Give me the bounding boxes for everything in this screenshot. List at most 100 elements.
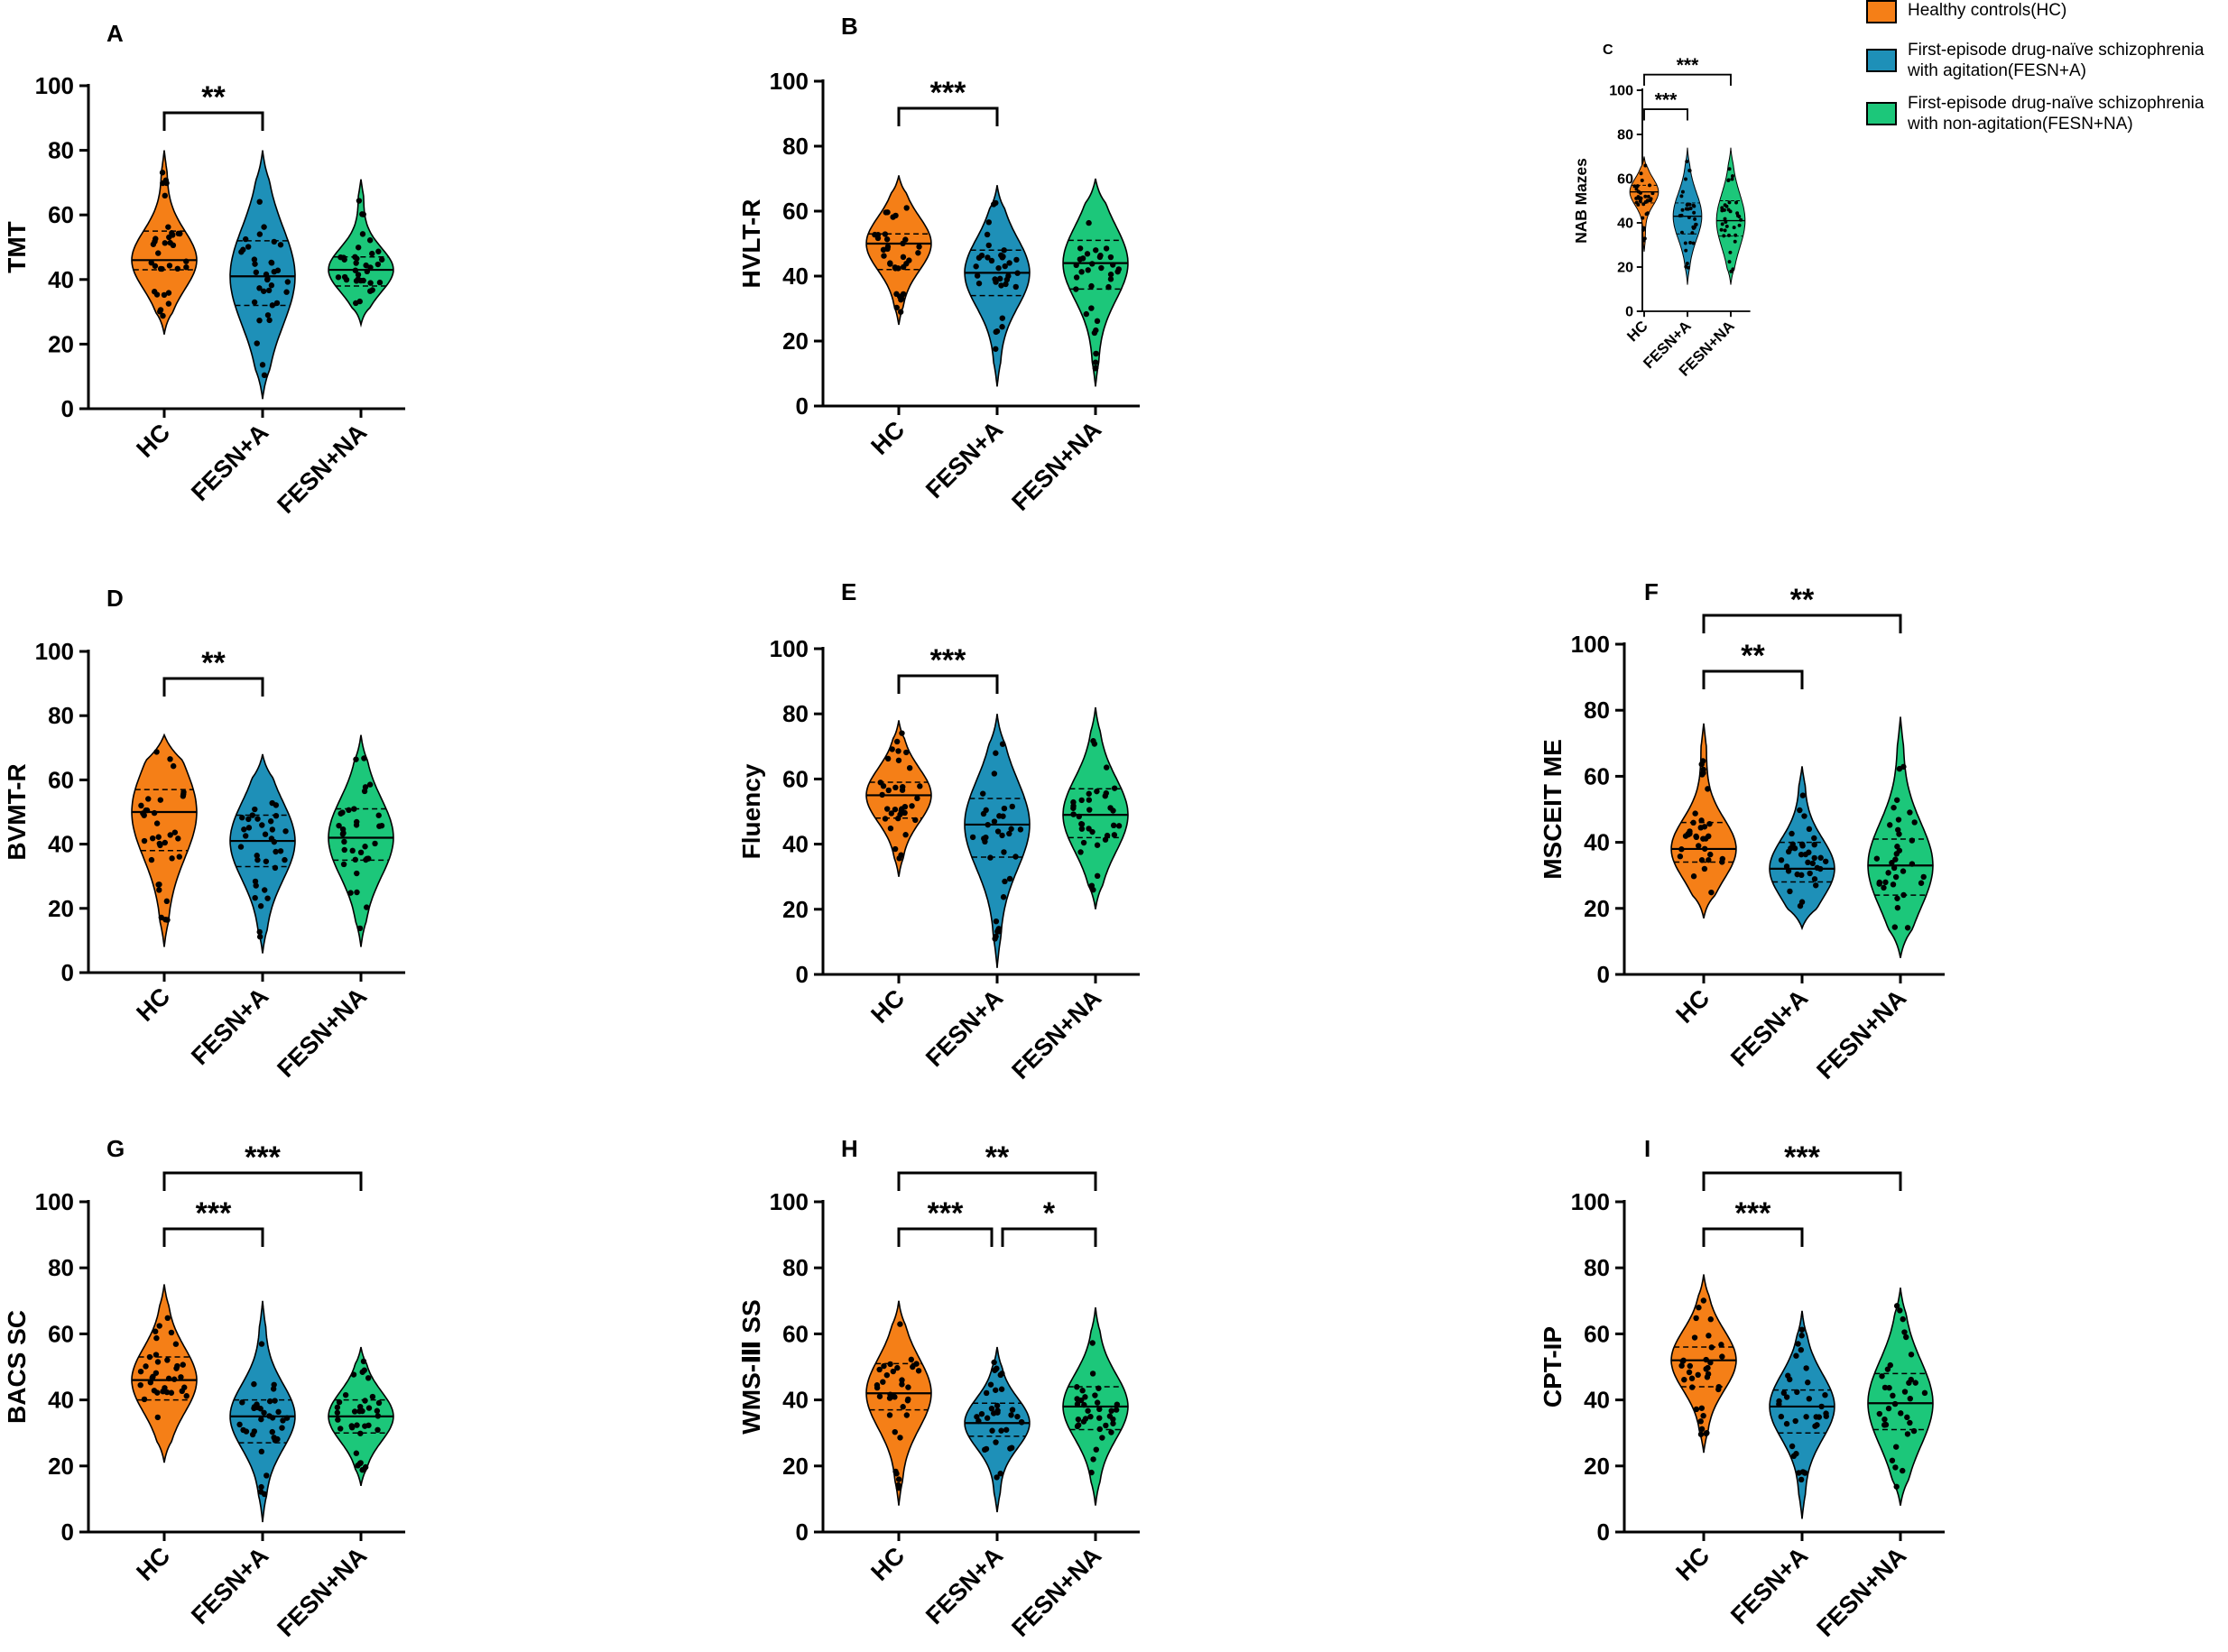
y-tick-label: 0 bbox=[1597, 961, 1610, 988]
data-point bbox=[874, 1382, 881, 1389]
data-point bbox=[1077, 849, 1084, 855]
data-point bbox=[987, 854, 994, 861]
y-tick-label: 60 bbox=[48, 766, 74, 793]
y-tick-label: 20 bbox=[782, 328, 809, 355]
data-point bbox=[1703, 1356, 1709, 1363]
data-point bbox=[1803, 1365, 1809, 1371]
data-point bbox=[360, 1358, 367, 1365]
violin-fesn-na bbox=[1867, 1287, 1934, 1506]
data-point bbox=[1688, 207, 1693, 210]
panel-label-d: D bbox=[106, 585, 124, 612]
data-point bbox=[994, 1409, 1001, 1416]
data-point bbox=[985, 254, 991, 261]
data-point bbox=[361, 755, 367, 761]
data-points bbox=[974, 1359, 1025, 1481]
data-point bbox=[1698, 857, 1706, 863]
data-point bbox=[1687, 169, 1692, 173]
data-point bbox=[1809, 860, 1816, 867]
data-point bbox=[1701, 845, 1708, 852]
data-point bbox=[884, 755, 892, 762]
violin-fesn-na bbox=[1062, 706, 1129, 909]
data-point bbox=[1014, 270, 1021, 276]
data-point bbox=[1876, 881, 1882, 887]
x-tick-label: FESN+NA bbox=[1006, 416, 1106, 516]
data-point bbox=[251, 299, 258, 306]
data-point bbox=[896, 855, 902, 862]
data-point bbox=[993, 346, 999, 352]
data-point bbox=[897, 811, 903, 817]
y-tick-label: 0 bbox=[1625, 304, 1633, 320]
data-point bbox=[153, 1370, 160, 1376]
data-point bbox=[162, 192, 168, 199]
data-point bbox=[1720, 222, 1724, 226]
data-point bbox=[1073, 286, 1079, 292]
data-point bbox=[1811, 854, 1817, 862]
y-tick-label: 0 bbox=[61, 959, 74, 986]
data-point bbox=[238, 249, 245, 255]
data-point bbox=[893, 1471, 900, 1477]
data-point bbox=[1892, 856, 1899, 863]
data-point bbox=[1719, 1353, 1725, 1360]
y-tick-label: 60 bbox=[782, 1320, 809, 1347]
significance-label: *** bbox=[930, 76, 966, 110]
data-point bbox=[1887, 1361, 1893, 1369]
y-tick-label: 100 bbox=[1571, 1188, 1610, 1215]
data-point bbox=[342, 1391, 349, 1398]
data-point bbox=[993, 750, 999, 756]
y-tick-label: 20 bbox=[782, 896, 809, 923]
data-point bbox=[141, 837, 148, 844]
data-point bbox=[915, 1368, 922, 1374]
data-point bbox=[984, 231, 991, 238]
data-point bbox=[1089, 261, 1096, 267]
data-point bbox=[899, 806, 905, 812]
data-point bbox=[1907, 1395, 1913, 1402]
data-point bbox=[362, 844, 368, 850]
data-point bbox=[156, 1323, 162, 1329]
data-point bbox=[988, 1405, 995, 1412]
data-point bbox=[1078, 797, 1085, 804]
data-point bbox=[1798, 1326, 1806, 1333]
panel-label-a: A bbox=[106, 20, 124, 47]
significance-bracket bbox=[1702, 669, 1804, 689]
data-point bbox=[372, 840, 378, 847]
data-point bbox=[892, 845, 899, 853]
data-point bbox=[268, 282, 275, 289]
data-points bbox=[1876, 1303, 1928, 1490]
data-point bbox=[1089, 1371, 1096, 1377]
data-point bbox=[1733, 239, 1737, 244]
data-point bbox=[364, 268, 371, 275]
data-point bbox=[1092, 1392, 1098, 1398]
legend-swatch-fesn-a bbox=[1866, 49, 1897, 72]
data-point bbox=[351, 806, 357, 812]
data-point bbox=[1885, 870, 1891, 876]
data-point bbox=[1635, 184, 1640, 189]
data-point bbox=[1699, 758, 1706, 764]
data-point bbox=[1700, 766, 1706, 773]
y-tick-label: 20 bbox=[782, 1453, 809, 1480]
data-points bbox=[237, 799, 289, 940]
data-point bbox=[900, 291, 907, 298]
data-point bbox=[346, 807, 352, 814]
data-point bbox=[1686, 265, 1690, 270]
data-point bbox=[177, 230, 183, 237]
data-point bbox=[337, 254, 344, 261]
data-point bbox=[236, 1421, 243, 1428]
data-point bbox=[162, 240, 168, 246]
data-point bbox=[161, 291, 168, 299]
data-point bbox=[1790, 1453, 1798, 1460]
data-point bbox=[1070, 798, 1077, 806]
violin-hc bbox=[131, 1284, 198, 1463]
data-point bbox=[273, 848, 279, 855]
data-point bbox=[899, 1377, 905, 1383]
data-point bbox=[975, 254, 983, 261]
data-point bbox=[1886, 1385, 1892, 1391]
y-tick-label: 0 bbox=[796, 392, 809, 420]
data-points bbox=[874, 1321, 922, 1491]
significance-label: *** bbox=[196, 1196, 232, 1231]
data-point bbox=[1785, 1372, 1791, 1379]
data-point bbox=[1681, 1376, 1687, 1383]
data-point bbox=[1783, 1394, 1790, 1400]
data-point bbox=[1806, 1396, 1813, 1402]
data-point bbox=[151, 809, 158, 817]
